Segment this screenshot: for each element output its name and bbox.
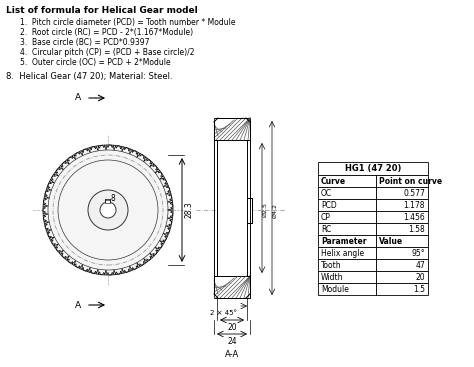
Text: HG1 (47 20): HG1 (47 20) xyxy=(345,164,401,173)
Bar xyxy=(376,259,428,271)
Text: 1.178: 1.178 xyxy=(403,200,425,210)
Text: PCD: PCD xyxy=(321,200,337,210)
Text: Helix angle: Helix angle xyxy=(321,248,364,258)
Text: Ø4.2: Ø4.2 xyxy=(273,203,278,218)
Text: Value: Value xyxy=(379,236,403,246)
Text: 20: 20 xyxy=(227,323,237,332)
Bar xyxy=(376,271,428,283)
Text: 4.  Circular pitch (CP) = (PCD + Base circle)/2: 4. Circular pitch (CP) = (PCD + Base cir… xyxy=(20,48,194,57)
Bar xyxy=(106,200,110,203)
Text: List of formula for Helical Gear model: List of formula for Helical Gear model xyxy=(6,6,198,15)
Text: Tooth: Tooth xyxy=(321,261,342,269)
Bar xyxy=(318,175,376,187)
Text: 47: 47 xyxy=(415,261,425,269)
Bar xyxy=(376,199,428,211)
Bar xyxy=(376,283,428,295)
Bar xyxy=(214,276,250,298)
Bar xyxy=(376,187,428,199)
Text: 1.5: 1.5 xyxy=(413,284,425,294)
Text: Parameter: Parameter xyxy=(321,236,366,246)
Bar xyxy=(318,199,376,211)
Text: 2.  Root circle (RC) = PCD - 2*(1.167*Module): 2. Root circle (RC) = PCD - 2*(1.167*Mod… xyxy=(20,28,193,37)
Text: Ø2.5: Ø2.5 xyxy=(263,203,268,217)
Bar xyxy=(318,235,376,247)
Text: 95°: 95° xyxy=(411,248,425,258)
Bar xyxy=(318,211,376,223)
Text: 2 × 45°: 2 × 45° xyxy=(210,310,237,316)
Bar xyxy=(217,140,247,276)
Circle shape xyxy=(88,190,128,230)
Bar xyxy=(376,247,428,259)
Bar xyxy=(318,247,376,259)
Text: A: A xyxy=(75,301,81,309)
Text: 8.  Helical Gear (47 20); Material: Steel.: 8. Helical Gear (47 20); Material: Steel… xyxy=(6,72,173,81)
Text: 28.3: 28.3 xyxy=(185,201,194,218)
Text: Point on curve: Point on curve xyxy=(379,177,442,185)
Text: CP: CP xyxy=(321,212,331,222)
Bar xyxy=(376,211,428,223)
Text: 0.577: 0.577 xyxy=(403,189,425,197)
Circle shape xyxy=(100,202,116,218)
Text: Width: Width xyxy=(321,273,344,281)
Text: 24: 24 xyxy=(227,337,237,346)
Bar xyxy=(214,118,250,140)
Text: 1.  Pitch circle diameter (PCD) = Tooth number * Module: 1. Pitch circle diameter (PCD) = Tooth n… xyxy=(20,18,236,27)
Bar xyxy=(318,187,376,199)
Text: Module: Module xyxy=(321,284,349,294)
Circle shape xyxy=(43,145,173,275)
Bar xyxy=(318,283,376,295)
Text: A-A: A-A xyxy=(225,350,239,359)
Bar xyxy=(247,197,252,222)
Text: 1.58: 1.58 xyxy=(408,225,425,233)
Text: 5.  Outer circle (OC) = PCD + 2*Module: 5. Outer circle (OC) = PCD + 2*Module xyxy=(20,58,171,67)
Bar xyxy=(318,162,428,175)
Text: OC: OC xyxy=(321,189,332,197)
Bar xyxy=(318,259,376,271)
Text: A: A xyxy=(75,94,81,102)
Text: 8: 8 xyxy=(111,194,116,203)
Bar xyxy=(376,235,428,247)
Bar xyxy=(318,223,376,235)
Text: Curve: Curve xyxy=(321,177,346,185)
Text: 1.456: 1.456 xyxy=(403,212,425,222)
Bar xyxy=(376,223,428,235)
Text: 20: 20 xyxy=(415,273,425,281)
Bar xyxy=(318,271,376,283)
Bar xyxy=(376,175,428,187)
Text: RC: RC xyxy=(321,225,331,233)
Text: 3.  Base circle (BC) = PCD*0.9397: 3. Base circle (BC) = PCD*0.9397 xyxy=(20,38,149,47)
